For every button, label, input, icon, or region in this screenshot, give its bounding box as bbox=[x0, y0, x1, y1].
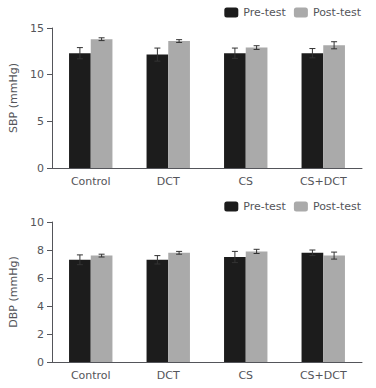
svg-text:CS+DCT: CS+DCT bbox=[300, 369, 347, 382]
svg-text:CS+DCT: CS+DCT bbox=[300, 175, 347, 188]
svg-text:Post-test: Post-test bbox=[313, 6, 362, 19]
svg-text:Control: Control bbox=[71, 175, 111, 188]
svg-text:Pre-test: Pre-test bbox=[243, 200, 286, 213]
svg-text:DCT: DCT bbox=[157, 175, 180, 188]
svg-text:10: 10 bbox=[30, 68, 44, 81]
svg-text:0: 0 bbox=[37, 356, 44, 369]
svg-text:CS: CS bbox=[238, 175, 253, 188]
svg-text:Control: Control bbox=[71, 369, 111, 382]
svg-text:DBP (mmHg): DBP (mmHg) bbox=[7, 256, 20, 327]
svg-text:2: 2 bbox=[37, 328, 44, 341]
svg-text:SBP (mmHg): SBP (mmHg) bbox=[7, 63, 20, 133]
svg-text:15: 15 bbox=[30, 22, 44, 35]
svg-text:0: 0 bbox=[37, 162, 44, 175]
svg-text:10: 10 bbox=[30, 216, 44, 229]
svg-text:5: 5 bbox=[37, 115, 44, 128]
svg-text:CS: CS bbox=[238, 369, 253, 382]
svg-text:Post-test: Post-test bbox=[313, 200, 362, 213]
svg-text:Pre-test: Pre-test bbox=[243, 6, 286, 19]
svg-text:DCT: DCT bbox=[157, 369, 180, 382]
svg-text:6: 6 bbox=[37, 272, 44, 285]
svg-text:8: 8 bbox=[37, 244, 44, 257]
svg-text:4: 4 bbox=[37, 300, 44, 313]
